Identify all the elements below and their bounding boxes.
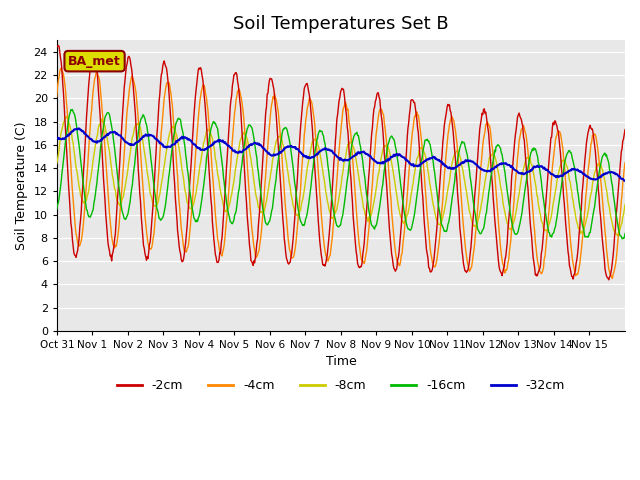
Title: Soil Temperatures Set B: Soil Temperatures Set B [233, 15, 449, 33]
Y-axis label: Soil Temperature (C): Soil Temperature (C) [15, 121, 28, 250]
X-axis label: Time: Time [326, 355, 356, 369]
Legend: -2cm, -4cm, -8cm, -16cm, -32cm: -2cm, -4cm, -8cm, -16cm, -32cm [112, 374, 570, 397]
Text: BA_met: BA_met [68, 55, 121, 68]
